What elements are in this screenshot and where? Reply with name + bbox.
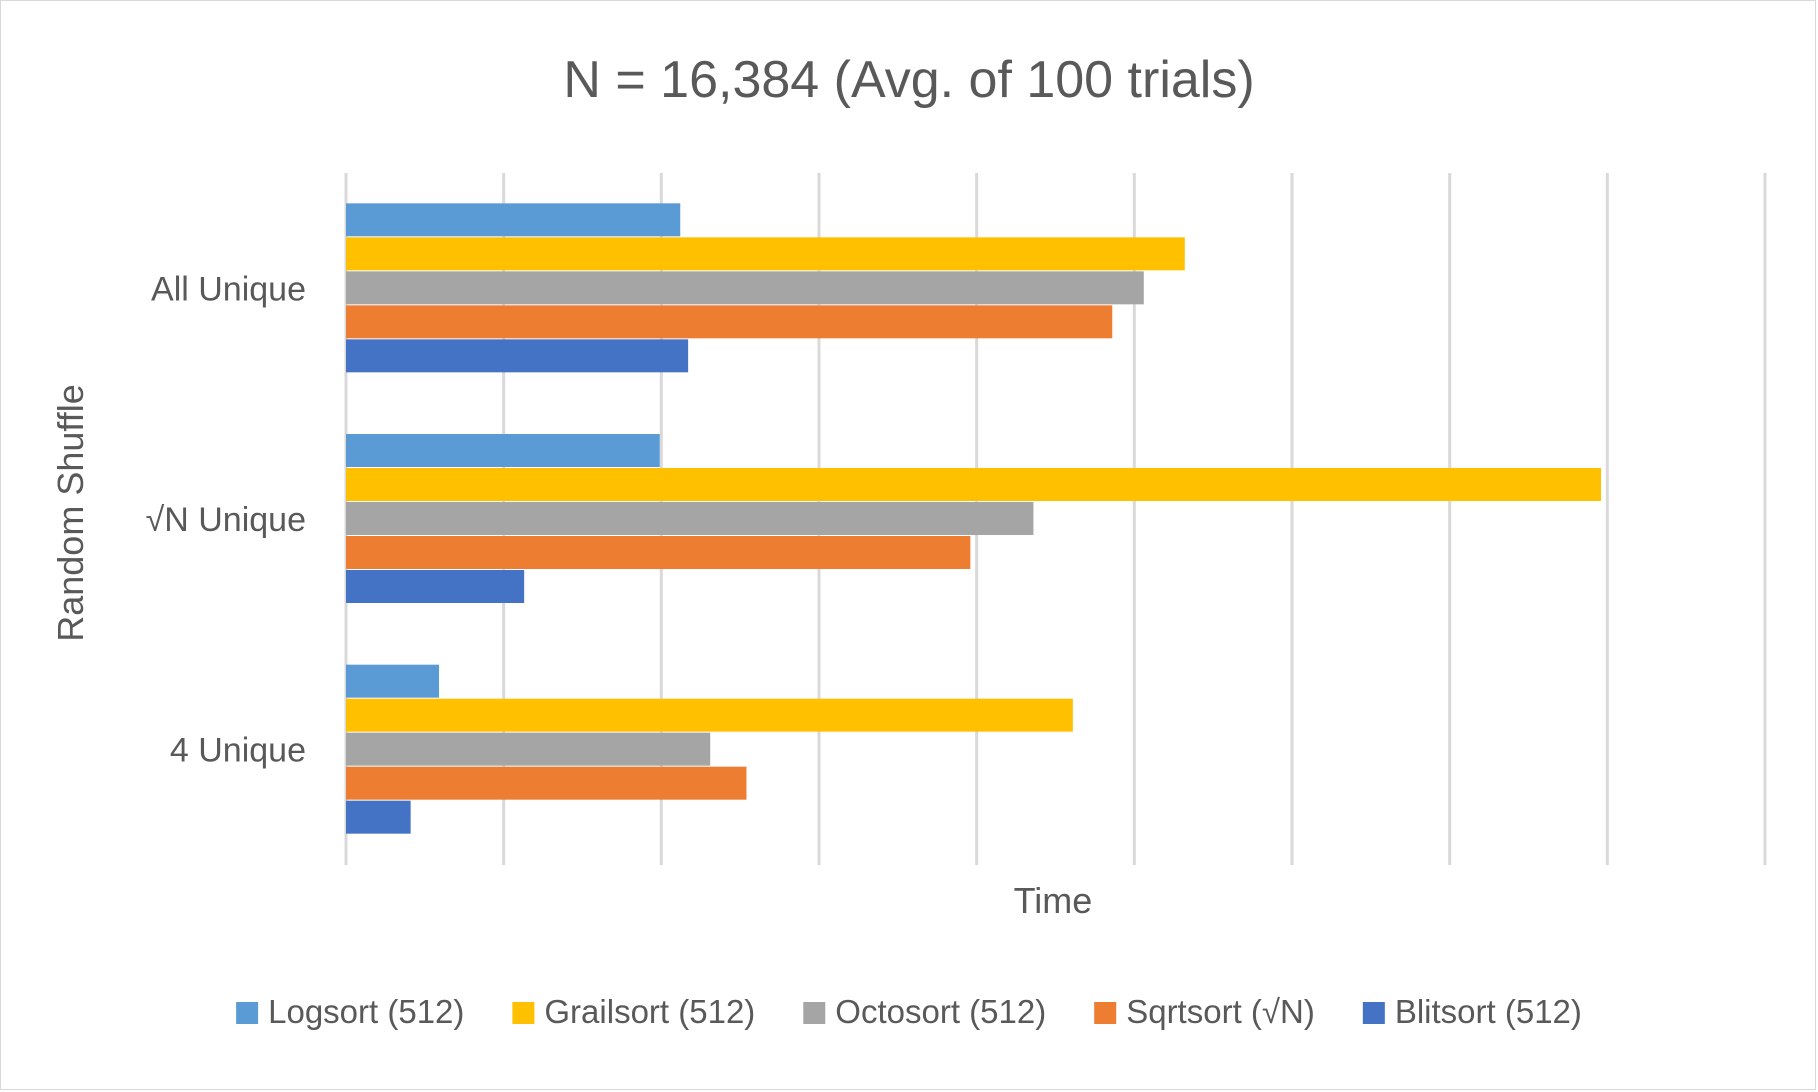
legend-swatch-5 bbox=[1362, 1002, 1385, 1024]
legend-swatch-2 bbox=[512, 1002, 535, 1024]
bar-4-2 bbox=[346, 536, 971, 569]
bar-3-1 bbox=[346, 271, 1144, 305]
legend-item-3: Octosort (512) bbox=[803, 993, 1046, 1030]
category-label-3: 4 Unique bbox=[170, 732, 306, 770]
bar-5-2 bbox=[346, 570, 525, 603]
bar-3-2 bbox=[346, 502, 1034, 535]
bar-2-3 bbox=[346, 698, 1073, 732]
bar-1-1 bbox=[346, 203, 681, 237]
bar-5-3 bbox=[346, 800, 411, 834]
chart-title: N = 16,384 (Avg. of 100 trials) bbox=[563, 51, 1254, 109]
bar-4-1 bbox=[346, 305, 1113, 339]
category-label-2: √N Unique bbox=[146, 501, 306, 539]
legend-item-5: Blitsort (512) bbox=[1362, 993, 1582, 1030]
legend-label-2: Grailsort (512) bbox=[544, 993, 755, 1030]
category-labels: All Unique √N Unique 4 Unique bbox=[146, 270, 306, 769]
x-axis-label: Time bbox=[1014, 880, 1093, 921]
legend: Logsort (512) Grailsort (512) Octosort (51… bbox=[236, 993, 1582, 1030]
bar-2-1 bbox=[346, 237, 1185, 271]
bar-3-3 bbox=[346, 732, 711, 766]
legend-swatch-3 bbox=[803, 1002, 826, 1024]
bar-2-2 bbox=[346, 468, 1602, 501]
legend-item-2: Grailsort (512) bbox=[512, 993, 755, 1030]
bar-5-1 bbox=[346, 339, 689, 373]
legend-swatch-4 bbox=[1094, 1002, 1117, 1024]
bar-1-3 bbox=[346, 664, 440, 698]
legend-label-5: Blitsort (512) bbox=[1395, 993, 1582, 1030]
legend-label-3: Octosort (512) bbox=[835, 993, 1046, 1030]
legend-item-4: Sqrtsort (√N) bbox=[1094, 993, 1315, 1030]
bar-1-2 bbox=[346, 434, 660, 467]
legend-item-1: Logsort (512) bbox=[236, 993, 464, 1030]
category-label-1: All Unique bbox=[151, 270, 306, 308]
y-axis-label: Random Shuffle bbox=[50, 384, 91, 642]
bar-4-3 bbox=[346, 766, 747, 800]
legend-label-4: Sqrtsort (√N) bbox=[1126, 993, 1315, 1030]
legend-label-1: Logsort (512) bbox=[268, 993, 464, 1030]
bars bbox=[346, 203, 1602, 834]
legend-swatch-1 bbox=[236, 1002, 259, 1024]
